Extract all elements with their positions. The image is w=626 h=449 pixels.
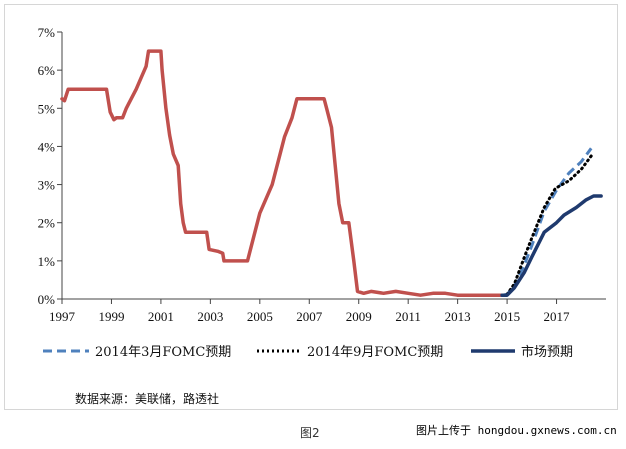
x-tick-label: 2003 bbox=[197, 309, 223, 324]
x-tick-label: 1999 bbox=[98, 309, 124, 324]
x-tick-label: 2007 bbox=[296, 309, 323, 324]
source-note: 数据来源：美联储，路透社 bbox=[75, 392, 220, 406]
x-tick-label: 2013 bbox=[445, 309, 471, 324]
march-fomc-projection-line bbox=[501, 147, 593, 297]
fed-funds-rate-line bbox=[60, 49, 504, 297]
y-tick-label: 2% bbox=[38, 216, 56, 231]
y-tick-label: 4% bbox=[38, 139, 56, 154]
legend-label-march-fomc: 2014年3月FOMC预期 bbox=[95, 345, 231, 360]
chart-frame: 0% 1% 2% 3% 4% 5% 6% 7% 1997 1999 2001 2003 2005 200… bbox=[4, 4, 618, 410]
y-tick-label: 3% bbox=[38, 178, 56, 193]
x-tick-label: 2017 bbox=[544, 309, 571, 324]
chart-svg: 0% 1% 2% 3% 4% 5% 6% 7% 1997 1999 2001 2003 2005 200… bbox=[38, 25, 606, 360]
figure-caption: 图2 bbox=[300, 426, 320, 440]
x-tick-label: 1997 bbox=[49, 309, 76, 324]
y-tick-label: 7% bbox=[38, 25, 56, 40]
market-expectation-line bbox=[500, 194, 603, 297]
x-tick-label: 2001 bbox=[148, 309, 174, 324]
legend-label-market: 市场预期 bbox=[521, 344, 573, 360]
y-ticks: 0% 1% 2% 3% 4% 5% 6% 7% bbox=[38, 25, 62, 307]
y-tick-label: 0% bbox=[38, 292, 56, 307]
x-tick-label: 2009 bbox=[346, 309, 372, 324]
series-layer bbox=[60, 49, 603, 297]
september-fomc-projection-line bbox=[500, 154, 593, 297]
legend: 2014年3月FOMC预期 2014年9月FOMC预期 市场预期 bbox=[43, 344, 573, 360]
y-tick-label: 6% bbox=[38, 63, 56, 78]
watermark-text: 图片上传于 hongdou.gxnews.com.cn bbox=[416, 424, 617, 437]
y-tick-label: 1% bbox=[38, 254, 56, 269]
x-tick-label: 2011 bbox=[395, 309, 421, 324]
legend-label-september-fomc: 2014年9月FOMC预期 bbox=[307, 345, 443, 360]
x-ticks: 1997 1999 2001 2003 2005 2007 2009 2011 2013 2015… bbox=[49, 299, 570, 324]
x-tick-label: 2015 bbox=[494, 309, 520, 324]
y-tick-label: 5% bbox=[38, 101, 56, 116]
x-tick-label: 2005 bbox=[247, 309, 273, 324]
axes bbox=[61, 32, 606, 300]
